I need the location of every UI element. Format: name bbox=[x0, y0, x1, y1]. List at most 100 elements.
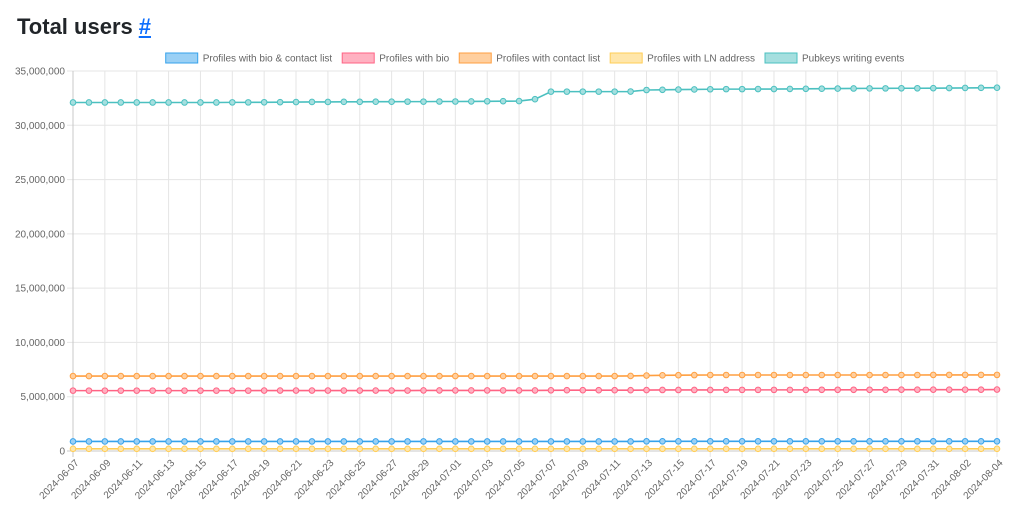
data-point bbox=[292, 372, 300, 380]
data-point bbox=[531, 372, 539, 380]
data-point bbox=[483, 97, 491, 105]
data-point bbox=[595, 445, 603, 453]
data-point bbox=[420, 372, 427, 380]
data-point bbox=[579, 386, 587, 394]
data-point bbox=[292, 445, 300, 453]
data-point bbox=[754, 445, 762, 453]
data-point bbox=[627, 445, 634, 453]
chart-grid bbox=[67, 70, 998, 457]
data-point bbox=[260, 438, 268, 445]
data-point bbox=[993, 371, 1001, 379]
data-point bbox=[898, 445, 905, 453]
data-point bbox=[404, 372, 411, 380]
y-tick-label: 5,000,000 bbox=[21, 392, 66, 403]
data-point bbox=[754, 386, 762, 394]
data-point bbox=[961, 371, 969, 379]
data-point bbox=[117, 372, 125, 380]
data-point bbox=[244, 372, 252, 380]
data-point bbox=[69, 99, 77, 106]
data-point bbox=[308, 445, 316, 453]
data-point bbox=[898, 84, 905, 92]
data-point bbox=[308, 438, 316, 445]
data-point bbox=[961, 84, 969, 92]
data-point bbox=[786, 438, 794, 445]
legend-item: Profiles with bio & contact list bbox=[165, 52, 333, 65]
data-point bbox=[229, 445, 236, 453]
data-point bbox=[340, 372, 348, 380]
data-point bbox=[436, 387, 443, 394]
data-point bbox=[675, 438, 682, 445]
data-point bbox=[802, 371, 810, 379]
data-point bbox=[244, 99, 252, 106]
data-point bbox=[85, 99, 93, 106]
data-point bbox=[404, 445, 411, 453]
data-point bbox=[595, 88, 603, 95]
legend-label: Profiles with contact list bbox=[496, 54, 600, 65]
data-point bbox=[499, 445, 507, 453]
data-point bbox=[627, 386, 634, 394]
data-point bbox=[260, 387, 268, 394]
data-point bbox=[149, 387, 156, 394]
data-point bbox=[547, 438, 555, 445]
permalink-anchor[interactable]: # bbox=[138, 14, 151, 39]
chart-series bbox=[69, 84, 1001, 453]
data-point bbox=[133, 438, 141, 445]
data-point bbox=[197, 99, 204, 106]
data-point bbox=[786, 85, 794, 93]
data-point bbox=[818, 371, 826, 379]
data-point bbox=[898, 386, 905, 393]
data-point bbox=[244, 438, 252, 445]
legend-swatch bbox=[609, 52, 643, 64]
data-point bbox=[802, 438, 810, 445]
data-point bbox=[372, 387, 379, 394]
data-point bbox=[499, 97, 507, 105]
data-point bbox=[436, 445, 443, 453]
data-point bbox=[483, 387, 491, 394]
legend-label: Profiles with bio & contact list bbox=[203, 54, 333, 65]
data-point bbox=[515, 445, 523, 453]
data-point bbox=[882, 85, 889, 92]
data-point bbox=[993, 445, 1001, 453]
data-point bbox=[722, 85, 730, 93]
data-point bbox=[452, 98, 459, 105]
y-tick-label: 30,000,000 bbox=[15, 121, 65, 132]
legend-label: Profiles with bio bbox=[379, 54, 449, 65]
data-point bbox=[706, 386, 714, 394]
data-point bbox=[611, 88, 618, 95]
data-point bbox=[691, 371, 698, 379]
data-point bbox=[372, 445, 379, 453]
data-point bbox=[738, 85, 746, 93]
data-point bbox=[866, 85, 873, 92]
data-point bbox=[85, 445, 93, 453]
data-point bbox=[738, 445, 746, 453]
data-point bbox=[452, 372, 459, 380]
data-point bbox=[834, 445, 841, 453]
data-point bbox=[340, 387, 348, 394]
data-point bbox=[722, 445, 730, 453]
data-point bbox=[945, 386, 953, 393]
data-point bbox=[388, 98, 395, 106]
data-point bbox=[675, 371, 682, 379]
legend-item: Profiles with LN address bbox=[609, 52, 755, 65]
data-point bbox=[276, 98, 284, 106]
data-point bbox=[643, 386, 650, 394]
data-point bbox=[834, 438, 841, 445]
data-point bbox=[929, 84, 937, 92]
data-point bbox=[101, 438, 109, 445]
page-title: Total users bbox=[17, 14, 133, 39]
data-point bbox=[483, 438, 491, 445]
data-point bbox=[436, 438, 443, 445]
data-point bbox=[388, 438, 395, 445]
data-point bbox=[802, 85, 810, 93]
data-point bbox=[977, 445, 985, 453]
series-4 bbox=[69, 84, 1001, 106]
data-point bbox=[531, 95, 539, 103]
legend-item: Profiles with contact list bbox=[458, 52, 600, 65]
data-point bbox=[260, 445, 268, 453]
y-tick-label: 35,000,000 bbox=[15, 67, 65, 78]
data-point bbox=[181, 387, 188, 394]
y-tick-label: 0 bbox=[59, 447, 65, 458]
data-point bbox=[754, 438, 762, 445]
data-point bbox=[467, 372, 475, 380]
series-1 bbox=[69, 386, 1001, 394]
